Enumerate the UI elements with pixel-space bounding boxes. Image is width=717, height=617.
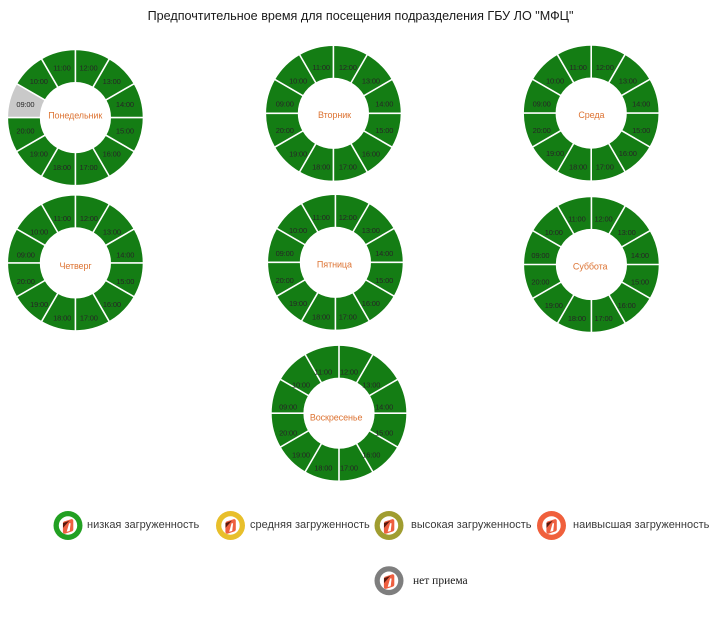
svg-text:Четверг: Четверг (59, 261, 92, 271)
svg-text:10:00: 10:00 (30, 227, 48, 236)
svg-text:19:00: 19:00 (546, 149, 564, 158)
svg-text:14:00: 14:00 (375, 100, 393, 109)
svg-text:19:00: 19:00 (292, 451, 310, 460)
svg-text:15:00: 15:00 (375, 276, 393, 285)
svg-text:10:00: 10:00 (289, 226, 307, 235)
svg-text:Среда: Среда (578, 110, 604, 120)
svg-text:20:00: 20:00 (17, 277, 35, 286)
svg-text:10:00: 10:00 (289, 76, 307, 85)
svg-text:16:00: 16:00 (619, 149, 637, 158)
svg-text:15:00: 15:00 (632, 126, 650, 135)
svg-text:12:00: 12:00 (339, 213, 357, 222)
svg-text:15:00: 15:00 (116, 277, 134, 286)
svg-text:09:00: 09:00 (279, 403, 297, 412)
svg-text:Пятница: Пятница (317, 260, 352, 270)
svg-text:19:00: 19:00 (289, 299, 307, 308)
svg-text:17:00: 17:00 (340, 464, 358, 473)
svg-text:11:00: 11:00 (53, 214, 70, 223)
svg-text:19:00: 19:00 (545, 301, 563, 310)
svg-text:14:00: 14:00 (632, 99, 650, 108)
svg-text:11:00: 11:00 (312, 213, 329, 222)
svg-text:13:00: 13:00 (362, 380, 380, 389)
svg-text:17:00: 17:00 (80, 314, 98, 323)
svg-text:Воскресенье: Воскресенье (310, 413, 363, 423)
svg-text:09:00: 09:00 (531, 251, 549, 260)
svg-text:14:00: 14:00 (116, 250, 134, 259)
svg-text:15:00: 15:00 (375, 126, 393, 135)
svg-text:17:00: 17:00 (595, 314, 613, 323)
svg-text:14:00: 14:00 (631, 251, 649, 260)
svg-text:20:00: 20:00 (531, 278, 549, 287)
svg-text:09:00: 09:00 (276, 100, 294, 109)
svg-text:16:00: 16:00 (362, 299, 380, 308)
svg-text:09:00: 09:00 (276, 249, 294, 258)
svg-text:18:00: 18:00 (314, 464, 332, 473)
svg-text:Вторник: Вторник (318, 110, 351, 120)
svg-text:11:00: 11:00 (569, 63, 586, 72)
svg-text:09:00: 09:00 (16, 100, 34, 109)
svg-text:11:00: 11:00 (568, 215, 585, 224)
svg-text:11:00: 11:00 (312, 63, 329, 72)
svg-text:18:00: 18:00 (312, 163, 330, 172)
svg-text:14:00: 14:00 (375, 249, 393, 258)
svg-text:19:00: 19:00 (289, 149, 307, 158)
svg-text:10:00: 10:00 (30, 77, 48, 86)
svg-text:12:00: 12:00 (80, 64, 98, 73)
svg-text:10:00: 10:00 (546, 76, 564, 85)
svg-text:10:00: 10:00 (292, 380, 310, 389)
svg-text:14:00: 14:00 (116, 100, 134, 109)
svg-text:13:00: 13:00 (619, 76, 637, 85)
svg-text:17:00: 17:00 (339, 163, 357, 172)
svg-text:18:00: 18:00 (312, 312, 330, 321)
svg-text:20:00: 20:00 (16, 127, 34, 136)
svg-text:18:00: 18:00 (53, 314, 71, 323)
svg-text:Суббота: Суббота (573, 262, 608, 272)
svg-text:18:00: 18:00 (569, 162, 587, 171)
svg-text:19:00: 19:00 (30, 150, 48, 159)
svg-text:13:00: 13:00 (103, 227, 121, 236)
svg-text:20:00: 20:00 (276, 276, 294, 285)
svg-text:10:00: 10:00 (545, 228, 563, 237)
svg-text:12:00: 12:00 (80, 214, 98, 223)
svg-text:12:00: 12:00 (340, 367, 358, 376)
svg-text:13:00: 13:00 (362, 226, 380, 235)
svg-text:13:00: 13:00 (362, 76, 380, 85)
svg-text:11:00: 11:00 (53, 64, 70, 73)
svg-text:19:00: 19:00 (30, 300, 48, 309)
svg-text:15:00: 15:00 (116, 127, 134, 136)
svg-text:14:00: 14:00 (375, 403, 393, 412)
svg-text:13:00: 13:00 (103, 77, 121, 86)
svg-text:20:00: 20:00 (533, 126, 551, 135)
svg-text:15:00: 15:00 (631, 278, 649, 287)
svg-text:16:00: 16:00 (362, 149, 380, 158)
svg-text:12:00: 12:00 (595, 215, 613, 224)
svg-text:Понедельник: Понедельник (48, 111, 102, 121)
svg-text:11:00: 11:00 (315, 367, 332, 376)
svg-text:17:00: 17:00 (80, 163, 98, 172)
svg-text:09:00: 09:00 (17, 250, 35, 259)
svg-text:17:00: 17:00 (596, 162, 614, 171)
svg-text:17:00: 17:00 (339, 312, 357, 321)
svg-text:16:00: 16:00 (362, 451, 380, 460)
svg-text:18:00: 18:00 (53, 163, 71, 172)
svg-text:12:00: 12:00 (596, 63, 614, 72)
svg-text:20:00: 20:00 (279, 428, 297, 437)
svg-text:16:00: 16:00 (103, 150, 121, 159)
svg-text:16:00: 16:00 (103, 300, 121, 309)
svg-text:15:00: 15:00 (375, 428, 393, 437)
svg-text:20:00: 20:00 (276, 126, 294, 135)
svg-text:12:00: 12:00 (339, 63, 357, 72)
svg-text:16:00: 16:00 (618, 301, 636, 310)
svg-text:18:00: 18:00 (568, 314, 586, 323)
svg-text:09:00: 09:00 (533, 99, 551, 108)
svg-text:13:00: 13:00 (618, 228, 636, 237)
